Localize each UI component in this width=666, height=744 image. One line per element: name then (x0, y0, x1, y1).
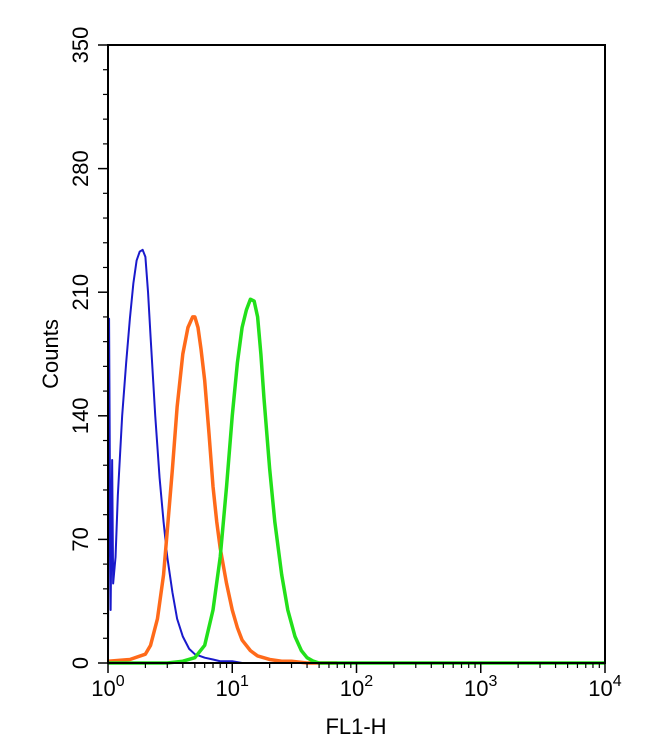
series-line-2 (107, 315, 338, 665)
x-tick-label: 100 (91, 673, 124, 701)
series-lines (107, 248, 605, 665)
x-tick-label: 103 (464, 673, 497, 701)
y-tick-label: 0 (68, 657, 93, 669)
plot-frame (107, 44, 606, 664)
y-tick-label: 350 (68, 27, 93, 64)
x-tick-label: 104 (588, 673, 621, 701)
x-tick-label: 101 (216, 673, 249, 701)
x-tick-label: 102 (340, 673, 373, 701)
y-axis-title: Counts (38, 319, 63, 389)
y-tick-label: 210 (68, 274, 93, 311)
y-tick-label: 280 (68, 150, 93, 187)
x-axis: 100 101 102 103 104 (91, 663, 622, 701)
x-axis-title: FL1-H (325, 714, 386, 739)
y-tick-label: 140 (68, 397, 93, 434)
series-line-1 (107, 248, 255, 664)
y-tick-label: 70 (68, 527, 93, 551)
y-axis: 0 70 140 210 280 350 (68, 27, 108, 669)
